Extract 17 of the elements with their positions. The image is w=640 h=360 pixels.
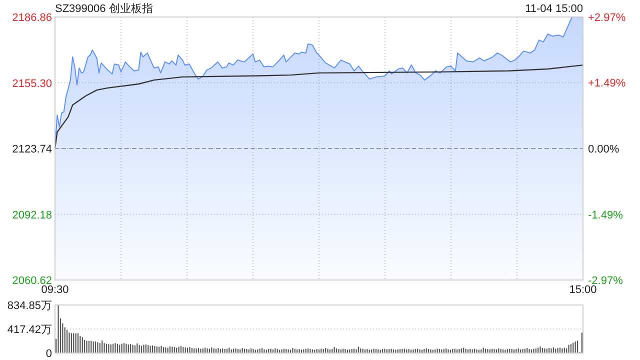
y-tick-label: 2092.18 [12,209,52,222]
y-tick-label: 2186.86 [12,12,52,24]
x-tick-label: 15:00 [569,284,597,296]
chart-title: SZ399006 创业板指 [55,2,153,15]
y2-tick-label: +2.97% [588,12,626,24]
y2-tick-label: +1.49% [588,78,626,90]
y-tick-label: 2155.30 [12,78,52,90]
text: 11-04 15:00 [525,3,583,15]
y-tick-label: 417.42万 [7,324,52,336]
y2-tick-label: -1.49% [588,209,624,222]
y2-tick-label: 0.00% [588,144,620,156]
x-tick-label: 09:30 [41,284,69,296]
y2-tick-label: -2.97% [588,275,624,287]
y-tick-label: 2123.74 [12,144,52,156]
y-tick-label: 834.85万 [7,300,52,312]
y-tick-label: 2060.62 [12,275,52,287]
y-tick-label: 0 [46,348,52,360]
